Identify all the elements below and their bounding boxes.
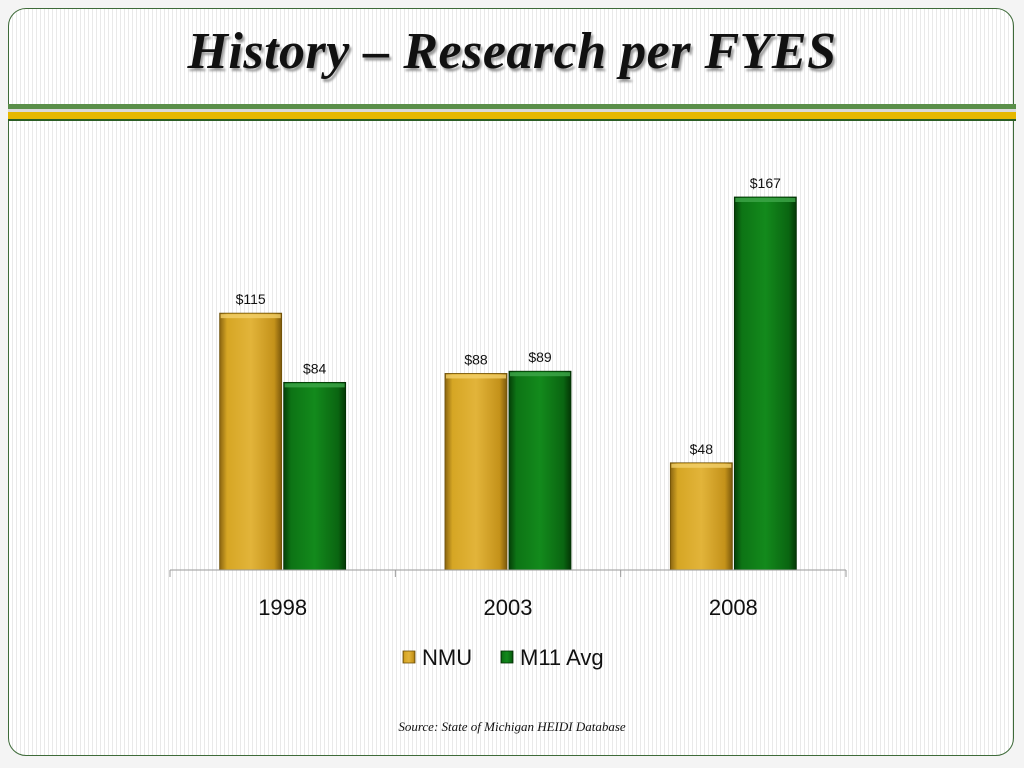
x-tick-label: 2003 (484, 595, 533, 620)
data-label: $48 (690, 441, 714, 457)
bar-top-highlight (220, 314, 281, 319)
bar-m11-avg-2003 (508, 370, 572, 571)
bar-top-highlight (510, 372, 570, 377)
bar-m11-avg-1998 (283, 381, 347, 571)
slide-title: History – Research per FYES (187, 23, 837, 80)
data-label: $167 (750, 175, 781, 191)
source-note: Source: State of Michigan HEIDI Database (398, 719, 626, 734)
bar-nmu-2008 (669, 462, 733, 571)
header-band-gold (8, 112, 1016, 119)
legend-swatch-m11-avg (500, 650, 514, 664)
x-tick-label: 1998 (258, 595, 307, 620)
bar-m11-avg-2008 (733, 196, 797, 571)
bar-nmu-1998 (219, 312, 283, 571)
legend-label-m11-avg: M11 Avg (520, 645, 604, 670)
bar-top-highlight (735, 198, 796, 202)
x-tick-label: 2008 (709, 595, 758, 620)
bar-top-highlight (284, 383, 345, 388)
bar-top-highlight (446, 374, 506, 379)
header-band-green (8, 104, 1016, 109)
bar-top-highlight (671, 463, 732, 468)
data-label: $84 (303, 360, 327, 376)
bar-nmu-2003 (444, 373, 508, 571)
legend-swatch-nmu (402, 650, 416, 664)
data-label: $89 (528, 349, 552, 365)
data-label: $115 (236, 291, 266, 307)
legend-label-nmu: NMU (422, 645, 472, 670)
data-label: $88 (464, 351, 488, 367)
header-band-dark-green (8, 119, 1016, 121)
header-band-gray (8, 109, 1016, 112)
